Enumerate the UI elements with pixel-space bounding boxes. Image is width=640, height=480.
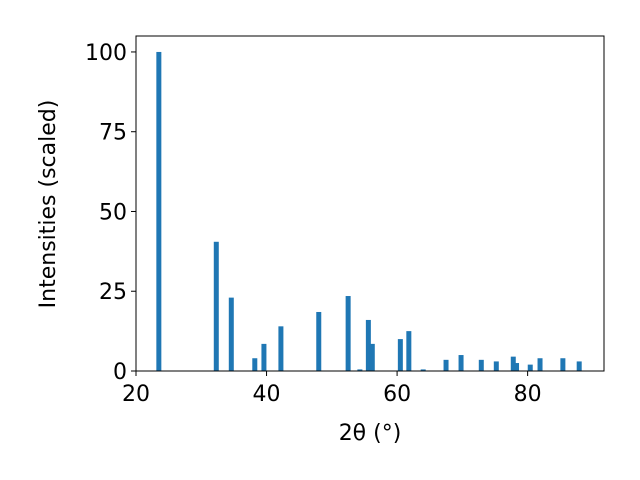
bar (228, 297, 234, 371)
bar (213, 241, 219, 371)
bar (493, 361, 499, 371)
bar (357, 369, 363, 371)
x-tick-label: 40 (253, 382, 281, 407)
bar (514, 363, 520, 371)
y-axis-label: Intensities (scaled) (36, 100, 61, 309)
bar (537, 358, 543, 371)
y-tick-label: 100 (85, 41, 127, 66)
bar (316, 311, 322, 371)
bar (156, 51, 162, 371)
bar (443, 359, 449, 371)
bar (527, 364, 533, 371)
bar (406, 331, 412, 371)
bar (510, 356, 516, 371)
bar (369, 343, 375, 371)
bar (458, 355, 464, 371)
bar (420, 369, 426, 371)
bar (278, 326, 284, 371)
y-tick-label: 25 (99, 280, 127, 305)
y-tick-label: 75 (99, 121, 127, 146)
x-tick-label: 20 (122, 382, 150, 407)
bar (252, 358, 258, 371)
bar (560, 358, 566, 371)
bar (365, 319, 371, 371)
bar (261, 343, 267, 371)
plot-frame (135, 35, 605, 372)
x-tick-label: 60 (383, 382, 411, 407)
bar (345, 296, 351, 371)
bar (397, 339, 403, 371)
y-tick-label: 0 (113, 360, 127, 385)
bar (576, 361, 582, 371)
y-tick-label: 50 (99, 200, 127, 225)
x-axis-label: 2θ (°) (339, 421, 402, 446)
x-tick-label: 80 (514, 382, 542, 407)
bar (478, 359, 484, 371)
